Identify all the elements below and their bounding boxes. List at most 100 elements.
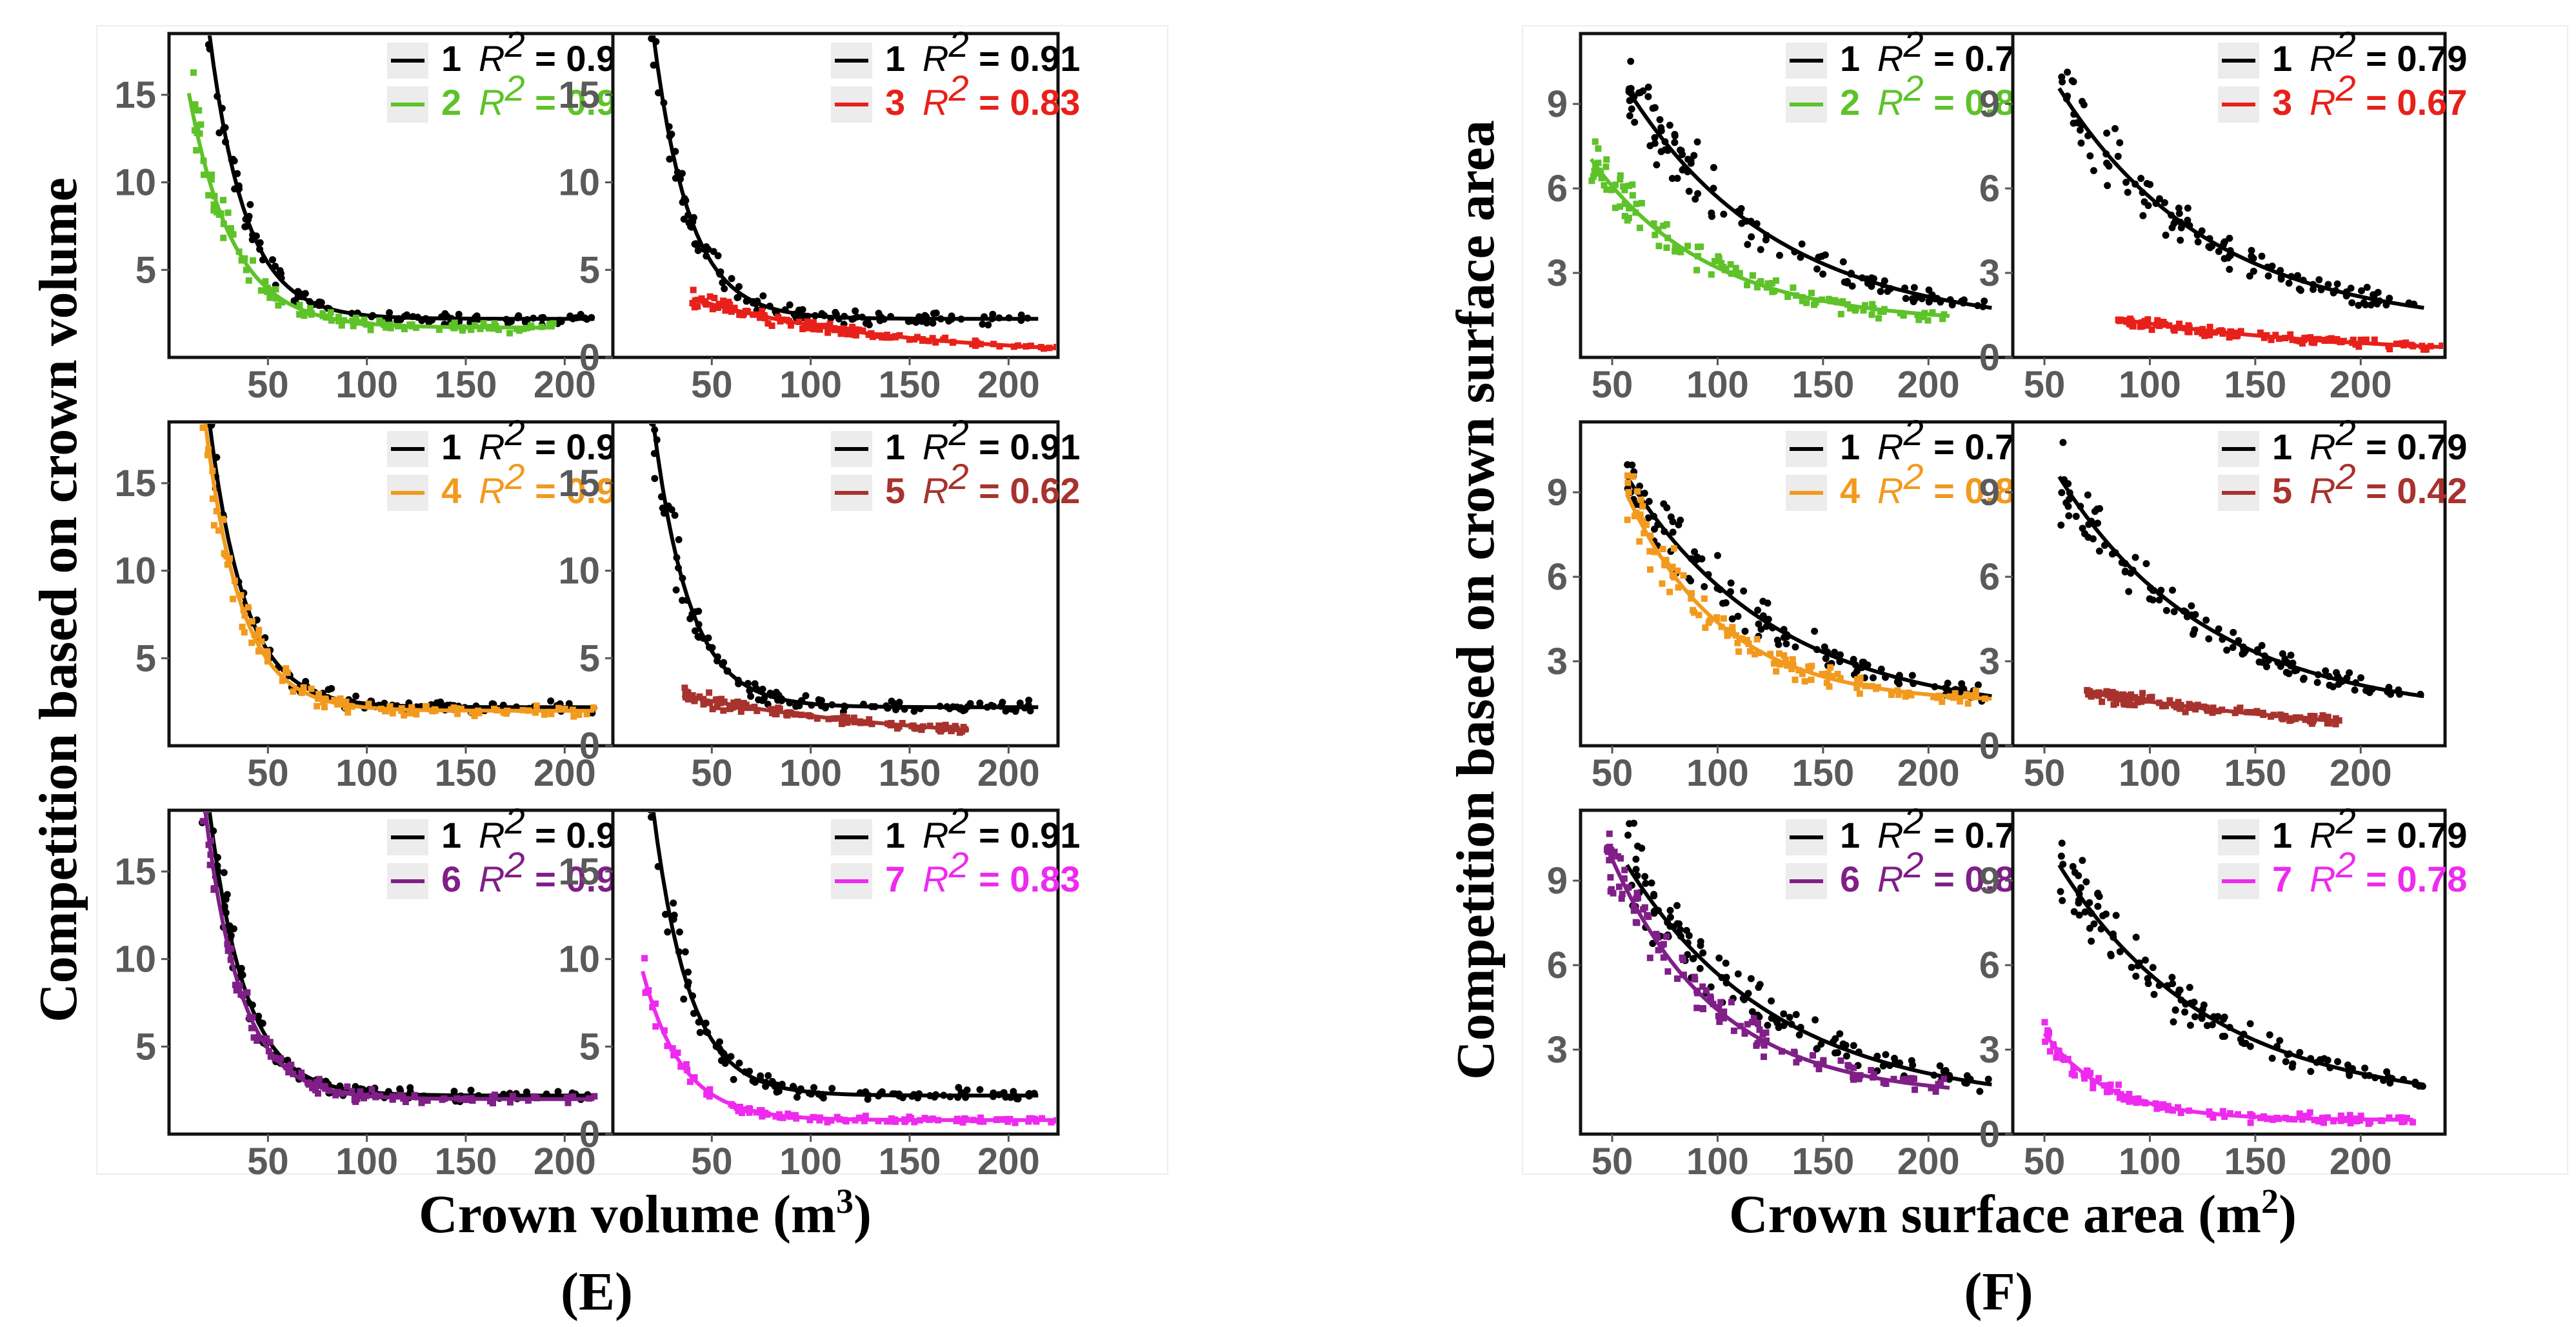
series-1-point [1644,93,1652,101]
series-1-point [802,692,810,699]
series-2-point [208,175,215,183]
series-2-point [1915,316,1922,323]
x-tick-label: 150 [435,1141,497,1182]
series-7-point [2115,1081,2122,1088]
series-1-point [1692,195,1699,203]
series-1-point [2089,535,2097,543]
series-6-point [1699,1005,1706,1012]
series-2-point [1727,261,1734,268]
plot-area [648,424,1039,736]
series-4-point [258,638,265,645]
series-1-point [976,699,984,707]
series-1-fit-line [651,812,1039,1098]
x-tick-label: 150 [2224,364,2286,406]
series-2-point [210,201,217,208]
series-1-point [929,319,937,327]
series-1-point [2191,1013,2199,1021]
series-6-point [1660,954,1667,961]
plot-area [1603,819,1992,1095]
series-1-point [680,995,688,1003]
series-5-point [700,701,707,708]
series-6-point [1662,933,1670,940]
series-1-point [2351,686,2359,694]
series-1-point [2263,663,2271,671]
series-1-point [989,310,997,318]
y-tick-label: 3 [1547,252,1568,294]
series-1-point [1646,142,1654,150]
series-2-point [1924,317,1932,324]
series-4-point [1972,687,1979,694]
series-1-point [2162,606,2170,614]
legend-r2: R2 = 0.91 [923,412,1080,467]
series-3-point [2272,332,2279,339]
series-7-point [2299,1112,2306,1119]
series-6-fit-line [203,812,595,1101]
series-1-point [1708,209,1715,217]
series-1-point [1754,606,1762,614]
x-tick-label: 100 [1686,364,1749,406]
series-1-point [1653,161,1661,169]
x-tick-label: 50 [1592,752,1633,794]
series-7-point [2155,1104,2162,1111]
series-5-point [2166,697,2173,704]
series-1-point [1637,88,1644,96]
series-1-point [1642,879,1650,887]
series-2-point [210,206,217,214]
series-1-point [1025,696,1033,704]
series-1-point [2246,1043,2254,1050]
y-tick-label: 9 [1979,83,2000,125]
series-3-point [720,297,727,304]
series-1-point [810,1084,818,1092]
series-3-point [2362,336,2370,343]
series-6-point [564,1099,572,1106]
series-1-point [1842,1052,1850,1060]
series-2-point [196,130,203,137]
series-5-point [2113,695,2121,703]
series-6-point [205,777,212,784]
series-1-point [1641,490,1648,497]
x-axis-title-e-close: ) [854,1184,872,1244]
series-5-point [2110,701,2117,708]
y-tick-label: 6 [1547,556,1568,598]
series-7-point [2053,1054,2060,1061]
x-tick-label: 150 [879,364,941,406]
series-4-point [196,401,203,407]
series-2-point [1860,307,1867,314]
series-1-point [197,760,205,767]
series-1-point [2168,586,2176,594]
series-1-point [2086,924,2093,932]
series-4-point [1624,472,1632,479]
series-2-point [1939,315,1946,323]
series-1-point [1976,1088,1984,1095]
series-3-point [731,304,738,312]
legend-label: 1 [1840,38,1860,79]
x-tick-label: 100 [779,752,842,794]
series-2-point [491,320,498,327]
series-4-point [1963,691,1970,698]
series-2-point [468,326,475,334]
series-1-point [2095,547,2103,555]
legend-r2: R2 = 0.62 [923,456,1080,511]
x-tick-label: 50 [247,1141,289,1182]
series-3-point [859,327,866,334]
series-1-point [2346,669,2353,677]
series-6-point [1674,975,1681,983]
series-1-point [865,321,873,328]
series-1-point [2255,658,2263,666]
series-6-point [315,1075,323,1083]
series-3-point [2355,343,2362,350]
series-6-point [1615,883,1622,890]
series-1-point [1696,964,1704,972]
series-2-point [1832,297,1839,304]
series-2-point [197,121,205,128]
series-5-point [740,699,747,706]
series-4-point [583,710,590,717]
series-1-point [1776,252,1784,259]
series-1-point [1691,548,1699,555]
series-6-point [1762,1029,1770,1036]
legend-r2: R2 = 0.83 [923,844,1080,899]
series-1-point [651,475,659,483]
series-4-point [1805,663,1812,670]
series-2-point [1711,257,1718,264]
